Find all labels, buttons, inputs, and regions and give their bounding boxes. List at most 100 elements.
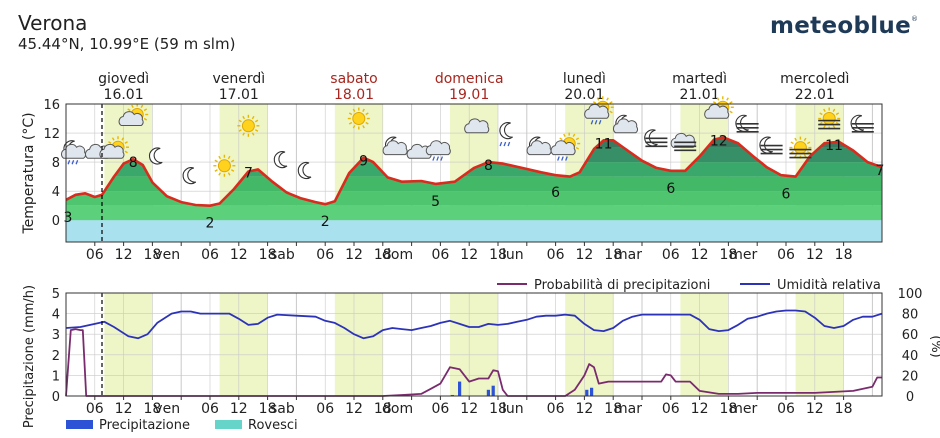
day-name: mercoledì [780,71,849,87]
sun-ray [251,115,255,120]
weekday-tick: ven [154,401,180,417]
temp-axis-label: Temperatura (°C) [21,112,37,234]
daylight-band [219,293,268,396]
temp-label: 2 [321,214,330,230]
cloud-shape [584,103,610,119]
sun-icon [347,107,370,130]
sun-ray [832,125,836,129]
temp-tick: 16 [43,98,60,113]
hour-tick: 18 [719,401,737,417]
precip-bar [585,389,589,396]
sun-ray [592,101,597,104]
hour-tick: 12 [115,401,133,417]
sun-ray [348,112,353,116]
legend-label: Umidità relativa [777,278,881,293]
sun-ray [227,172,231,176]
sun-ray [143,117,148,121]
sun-ray [218,172,222,176]
hour-tick: 06 [201,247,219,263]
sun-ray [214,159,218,163]
moon-fog-icon [850,114,874,133]
hour-tick: 12 [575,247,593,263]
temp-label: 2 [206,216,215,232]
weekday-tick: mar [614,401,642,417]
sun-cloud-rain-icon [584,96,614,125]
precip-bar [590,387,594,396]
moon-cloud-icon [382,136,408,156]
day-name: sabato [330,71,377,87]
sun-ray [596,97,600,101]
sun-ray [352,125,356,129]
precip-tick: 1 [52,369,60,384]
moon-shape [297,161,312,180]
sun-ray [823,125,826,129]
moon-shape [149,147,163,165]
weekday-tick: dom [382,401,413,417]
hour-tick: 18 [719,247,737,263]
rain-drop [565,156,568,161]
legend-swatch [215,420,242,429]
hour-tick: 18 [604,247,622,263]
sun-ray [559,137,563,141]
rain-drop [594,120,598,125]
percent-tick: 100 [898,287,923,302]
sun-ray [227,155,231,160]
day-date: 19.01 [449,87,489,103]
hour-tick: 18 [143,401,161,417]
weekday-tick: mer [729,401,757,417]
cloud-shape [99,143,125,159]
rain-drop [432,156,436,161]
temp-label: 9 [359,154,368,170]
moon-cloud-icon [613,114,639,134]
sun-ray [254,129,259,132]
hour-tick: 12 [460,401,478,417]
sun-ray [365,112,369,116]
sun-disc [217,159,231,173]
daylight-band [450,293,498,396]
precip-tick: 4 [52,308,60,323]
rain-drop [598,120,602,125]
hour-tick: 18 [489,247,507,263]
precip-axis-label: Precipitazione (mm/h) [22,285,37,428]
rain-drop [67,159,71,165]
hour-tick: 12 [691,247,709,263]
frost-zone-in-area [66,220,882,242]
sun-ray [121,137,125,141]
weekday-tick: mar [614,247,642,263]
sun-icon [213,154,236,177]
hour-tick: 06 [662,247,680,263]
sun-ray [575,137,580,141]
sun-ray [254,119,259,123]
rain-drop [557,156,560,161]
weekday-tick: lun [502,247,524,263]
temperature-line [66,136,882,207]
legend-label: Probabilità di precipitazioni [534,278,710,293]
moon-shape [182,167,197,185]
sun-cloud-icon [118,103,149,127]
rain-drop [590,120,594,125]
sun-fog-icon [789,136,812,159]
cloud-shape [613,118,639,134]
temp-label: 12 [710,133,728,149]
precip-bar [450,394,454,396]
daylight-band [334,293,383,396]
hour-tick: 12 [115,247,133,263]
moon-fog-icon [644,129,668,148]
sun-ray [729,101,733,104]
day-date: 21.01 [680,87,720,103]
daylight-band [565,293,614,396]
cloud-icon [464,118,490,134]
moon-shape [499,122,513,140]
hour-tick: 06 [316,247,334,263]
temp-label: 11 [595,136,613,152]
legend-label: Rovesci [248,418,298,433]
daylight-band [104,293,153,396]
sun-ray [238,119,242,123]
sun-ray [238,129,242,132]
hour-tick: 12 [575,401,593,417]
temp-tick: 8 [52,156,60,171]
temp-tick: 0 [52,214,60,229]
cloud-shape [118,111,144,127]
sun-ray [362,125,365,129]
temp-label: 7 [876,163,885,179]
